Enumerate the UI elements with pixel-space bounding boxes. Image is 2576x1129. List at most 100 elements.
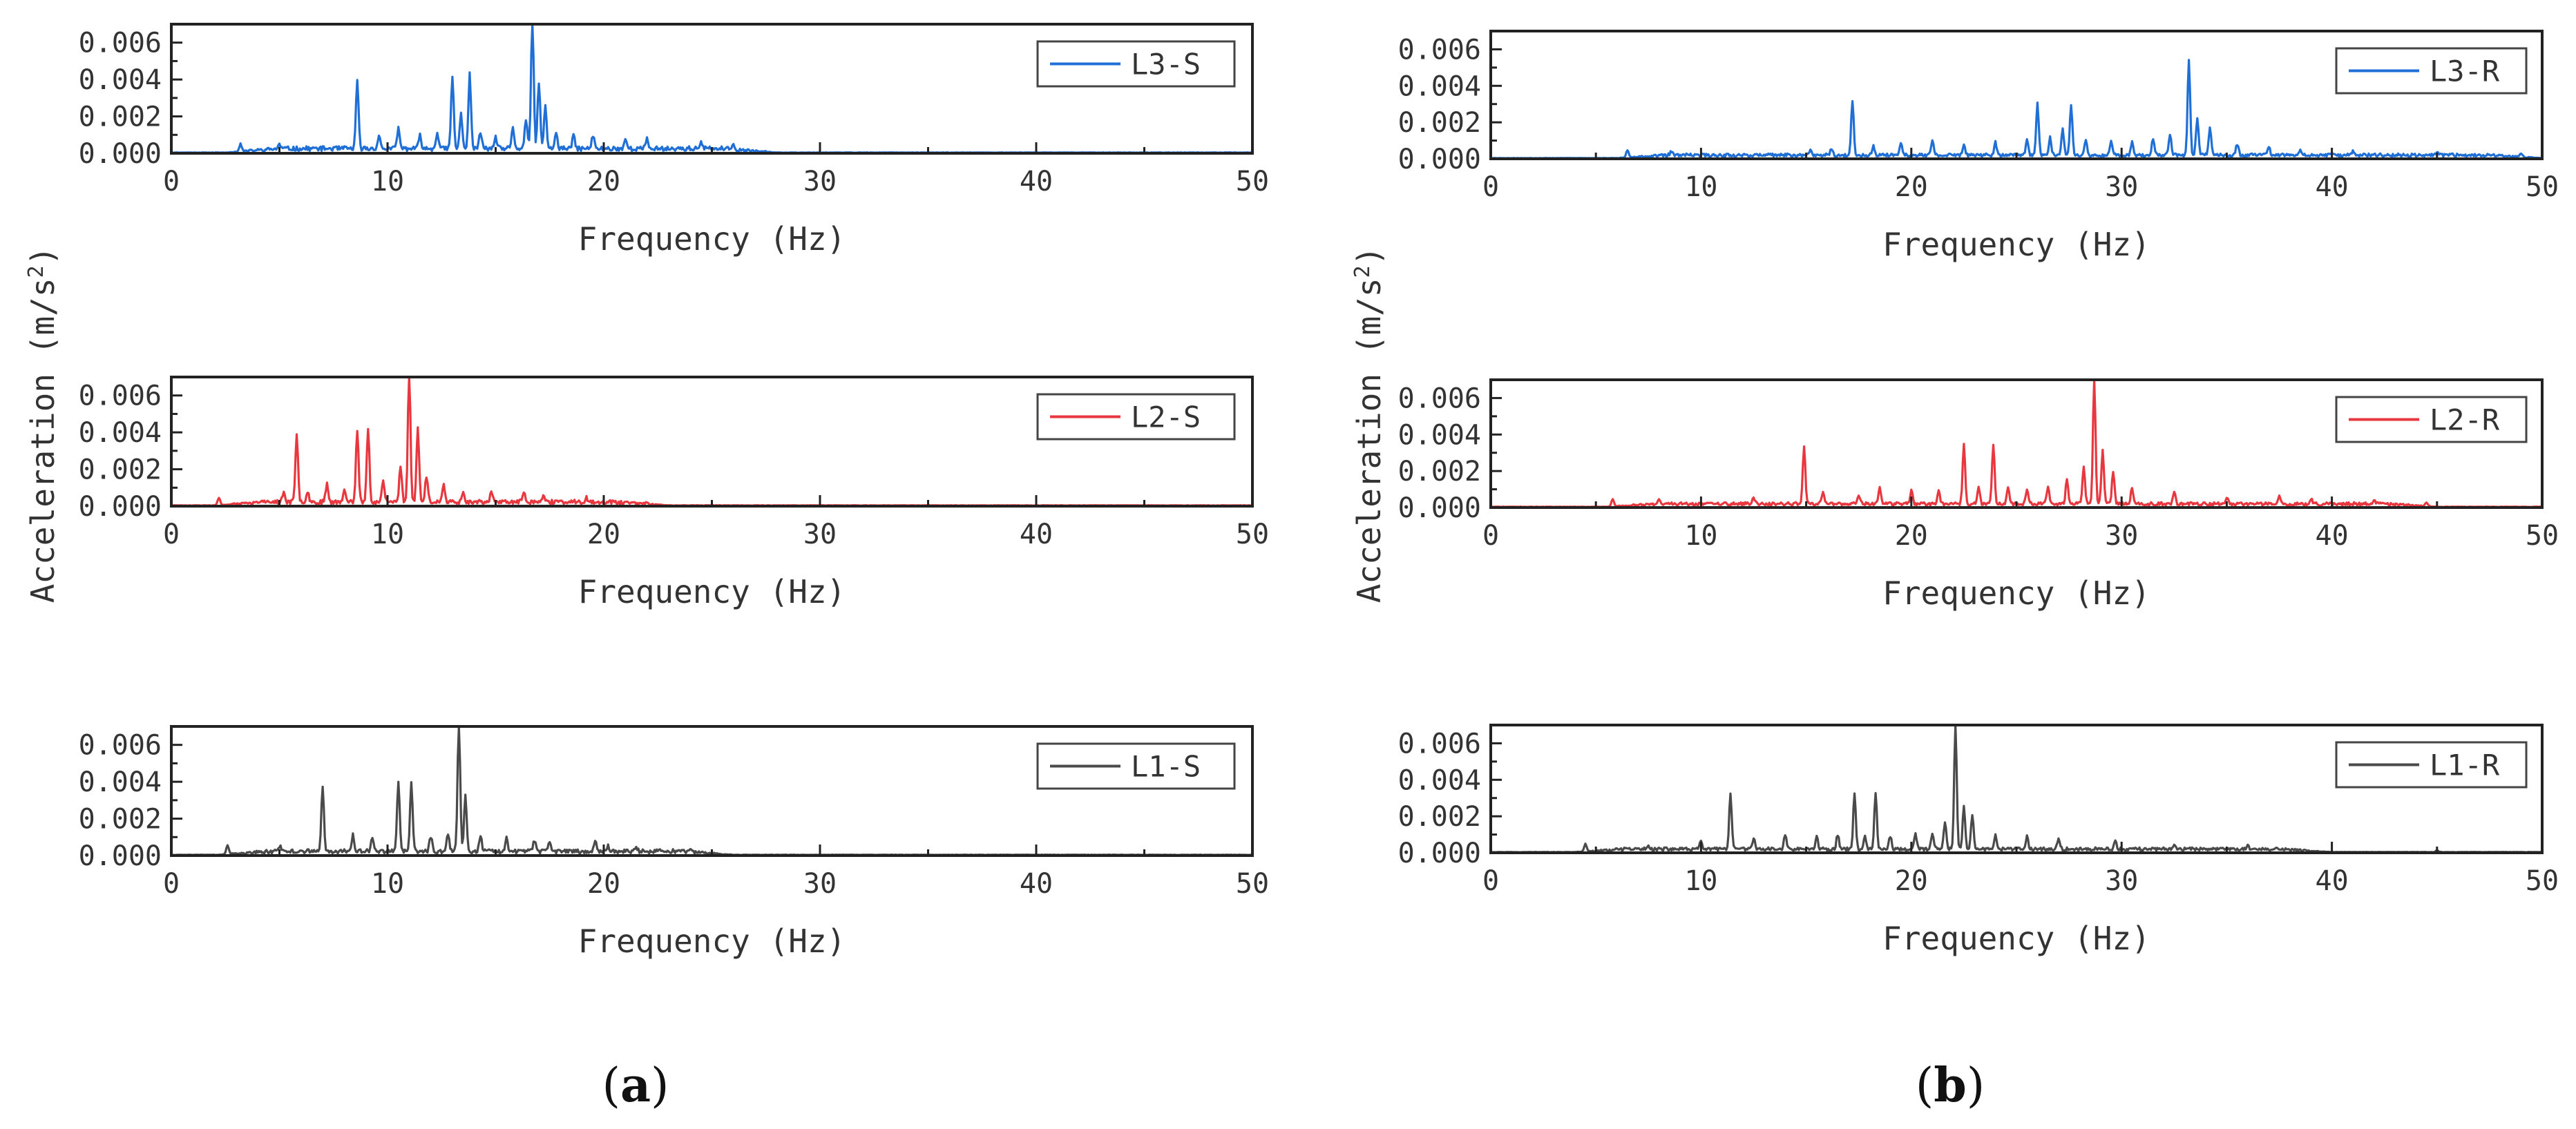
x-tick-label: 20 — [587, 868, 620, 900]
y-tick-label: 0.002 — [79, 102, 162, 133]
y-tick-label: 0.006 — [79, 730, 162, 762]
y-tick-label: 0.004 — [1398, 764, 1481, 796]
y-tick-label: 0.000 — [79, 138, 162, 170]
y-tick-label: 0.002 — [1398, 456, 1481, 488]
x-tick-label: 20 — [587, 166, 620, 197]
x-axis-title: Frequency (Hz) — [578, 220, 846, 258]
legend-label: L3-R — [2430, 55, 2500, 88]
y-tick-label: 0.002 — [1398, 107, 1481, 139]
x-tick-label: 0 — [163, 868, 180, 900]
ylabel-sup-right: 2 — [1351, 265, 1375, 278]
legend-label: L2-S — [1131, 401, 1201, 434]
ylabel-main-left: Acceleration (m/s — [24, 278, 61, 603]
x-tick-label: 40 — [1020, 868, 1053, 900]
svg-text:Acceleration (m/s2): Acceleration (m/s2) — [24, 247, 61, 604]
x-tick-label: 20 — [587, 519, 620, 550]
chart-l3-s: 0 10 20 30 40 50 0.000 0.002 0.004 0.006 Frequency… — [79, 23, 1269, 258]
y-tick-label: 0.002 — [79, 804, 162, 836]
ylabel-end-left: ) — [24, 247, 61, 266]
y-tick-label: 0.004 — [79, 64, 162, 96]
x-tick-label: 20 — [1895, 171, 1928, 203]
x-tick-label: 30 — [803, 868, 837, 900]
x-tick-label: 40 — [2316, 171, 2349, 203]
figure-label-b-prefix: ( — [1916, 1059, 1934, 1113]
y-tick-label: 0.000 — [1398, 838, 1481, 869]
x-tick-label: 0 — [1482, 520, 1499, 552]
y-tick-label: 0.004 — [1398, 70, 1481, 102]
legend-label: L1-S — [1131, 750, 1201, 784]
chart-l1-s: 0 10 20 30 40 50 0.000 0.002 0.004 0.006 Frequency… — [79, 725, 1269, 960]
x-axis-title: Frequency (Hz) — [1882, 575, 2150, 612]
figure-label-b: (b) — [1916, 1058, 1985, 1113]
legend-label: L3-S — [1131, 48, 1201, 81]
x-tick-label: 0 — [1482, 865, 1499, 897]
x-tick-label: 20 — [1895, 520, 1928, 552]
x-tick-label: 30 — [2105, 520, 2138, 552]
legend: L2-S — [1036, 393, 1236, 441]
x-tick-label: 30 — [2105, 865, 2138, 897]
x-tick-label: 40 — [1020, 166, 1053, 197]
figure-label-b-suffix: ) — [1967, 1059, 1985, 1113]
x-tick-label: 40 — [1020, 519, 1053, 550]
x-tick-label: 20 — [1895, 865, 1928, 897]
figure-label-b-letter: b — [1934, 1058, 1967, 1113]
x-tick-label: 30 — [2105, 171, 2138, 203]
legend: L1-S — [1036, 742, 1236, 790]
y-axis-title-right: Acceleration (m/s2) — [1351, 247, 1388, 604]
x-tick-label: 50 — [2526, 520, 2559, 552]
y-tick-label: 0.006 — [79, 28, 162, 59]
chart-l2-s: 0 10 20 30 40 50 0.000 0.002 0.004 0.006 Frequency… — [79, 376, 1269, 610]
y-tick-label: 0.006 — [79, 380, 162, 412]
legend: L3-R — [2335, 47, 2528, 95]
x-axis-title: Frequency (Hz) — [578, 923, 846, 960]
x-axis-title: Frequency (Hz) — [1882, 226, 2150, 263]
y-tick-label: 0.004 — [1398, 419, 1481, 451]
svg-text:Acceleration (m/s2): Acceleration (m/s2) — [1351, 247, 1388, 604]
x-tick-label: 0 — [163, 166, 180, 197]
x-tick-label: 50 — [1236, 519, 1269, 550]
x-tick-label: 10 — [1684, 865, 1717, 897]
x-tick-label: 50 — [1236, 166, 1269, 197]
x-tick-label: 10 — [371, 868, 404, 900]
y-tick-label: 0.002 — [79, 454, 162, 486]
legend: L3-S — [1036, 40, 1236, 88]
x-tick-label: 10 — [371, 519, 404, 550]
x-axis-title: Frequency (Hz) — [578, 573, 846, 610]
chart-l2-r: 0 10 20 30 40 50 0.000 0.002 0.004 0.006 Frequency… — [1398, 378, 2559, 612]
x-tick-label: 50 — [2526, 171, 2559, 203]
x-tick-label: 40 — [2316, 865, 2349, 897]
chart-l1-r: 0 10 20 30 40 50 0.000 0.002 0.004 0.006 Frequency… — [1398, 724, 2559, 957]
x-tick-label: 10 — [1684, 520, 1717, 552]
x-tick-label: 10 — [371, 166, 404, 197]
y-tick-label: 0.004 — [79, 417, 162, 449]
y-tick-label: 0.006 — [1398, 383, 1481, 414]
ylabel-main-right: Acceleration (m/s — [1351, 278, 1388, 603]
x-tick-label: 10 — [1684, 171, 1717, 203]
x-axis-title: Frequency (Hz) — [1882, 920, 2150, 957]
legend-label: L2-R — [2430, 403, 2500, 437]
x-tick-label: 0 — [1482, 171, 1499, 203]
y-tick-label: 0.000 — [79, 840, 162, 872]
figure-label-a: (a) — [602, 1058, 669, 1113]
x-tick-label: 50 — [2526, 865, 2559, 897]
x-tick-label: 30 — [803, 519, 837, 550]
figure-label-a-prefix: ( — [602, 1059, 620, 1113]
ylabel-sup-left: 2 — [24, 265, 48, 278]
y-tick-label: 0.000 — [79, 491, 162, 523]
legend: L1-R — [2335, 741, 2528, 789]
figure-label-a-letter: a — [620, 1058, 651, 1113]
y-tick-label: 0.006 — [1398, 34, 1481, 66]
chart-l3-r: 0 10 20 30 40 50 0.000 0.002 0.004 0.006 Frequency… — [1398, 30, 2559, 263]
legend-label: L1-R — [2430, 749, 2500, 782]
y-tick-label: 0.006 — [1398, 728, 1481, 760]
figure-label-a-suffix: ) — [651, 1059, 669, 1113]
legend: L2-R — [2335, 396, 2528, 443]
y-tick-label: 0.002 — [1398, 801, 1481, 833]
y-tick-label: 0.000 — [1398, 144, 1481, 175]
ylabel-end-right: ) — [1351, 247, 1388, 266]
x-tick-label: 30 — [803, 166, 837, 197]
y-tick-label: 0.004 — [79, 766, 162, 798]
x-tick-label: 40 — [2316, 520, 2349, 552]
y-tick-label: 0.000 — [1398, 492, 1481, 524]
